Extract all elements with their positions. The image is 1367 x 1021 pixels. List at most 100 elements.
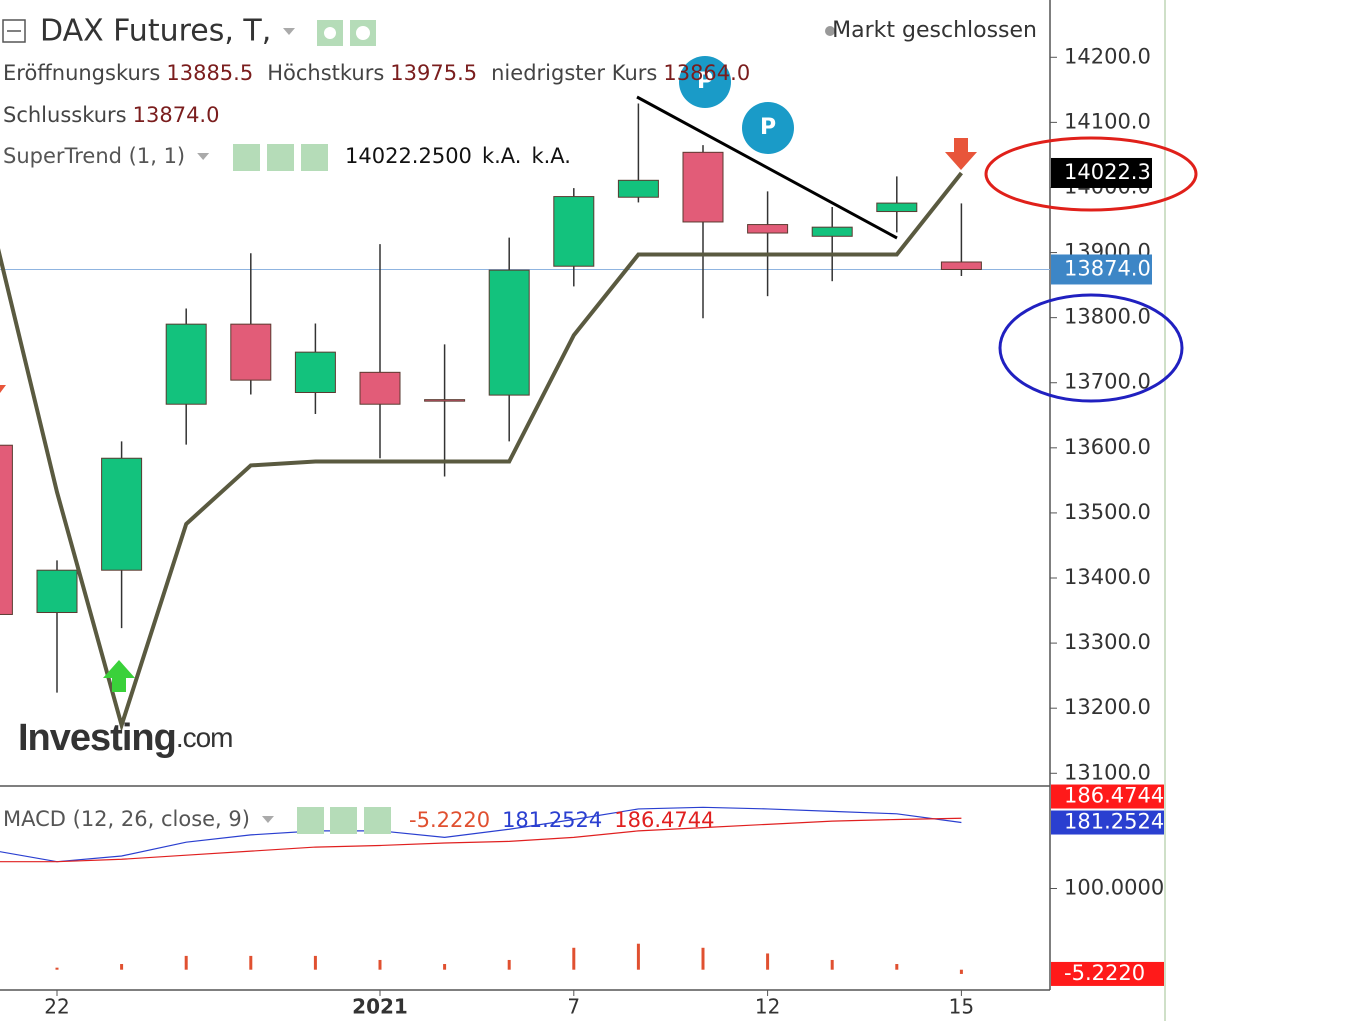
candle-body [682, 151, 724, 223]
candle-body [101, 457, 143, 571]
candle-body [165, 323, 207, 405]
legend-text: Eröffnungskurs [3, 61, 160, 85]
price-badge [1051, 157, 1152, 188]
sell-arrow [945, 138, 977, 170]
macd-legend-value: -5.2220 [409, 808, 490, 832]
y-tick-label: 13800.0 [1064, 305, 1151, 329]
indicator-icon[interactable] [301, 144, 328, 171]
y-tick-label: 13400.0 [1064, 565, 1151, 589]
histogram-bar [830, 959, 834, 970]
indicator-icon[interactable] [297, 807, 324, 834]
macd-badge-label: 186.4744 [1064, 784, 1164, 808]
candle-body [747, 224, 789, 234]
trend-line [636, 95, 898, 240]
candle-body [876, 202, 918, 213]
legend-text: 13975.5 [390, 61, 477, 85]
y-tick-label: 13200.0 [1064, 695, 1151, 719]
candle-body [811, 226, 853, 237]
legend-text: 14022.2500 [345, 144, 472, 168]
candle-body [36, 569, 78, 614]
histogram-bar [313, 955, 317, 970]
y-tick-label: 100.0000 [1064, 876, 1164, 900]
indicator-icon[interactable] [233, 144, 260, 171]
dropdown[interactable] [283, 28, 295, 35]
price-pane: P P Investing.com [0, 56, 1050, 759]
candle-body [940, 261, 982, 270]
macd-line [0, 806, 962, 863]
macd-badge-label: 181.2524 [1064, 810, 1164, 834]
legend-text: k.A. [482, 144, 522, 168]
x-tick-label: 15 [949, 995, 974, 1019]
legend-text: SuperTrend (1, 1) [3, 144, 185, 168]
macd-badge [1051, 810, 1164, 835]
y-tick-label: 13500.0 [1064, 500, 1151, 524]
x-tick-label: 12 [755, 995, 780, 1019]
x-tick-label: 22 [44, 995, 69, 1019]
legend-text: Höchstkurs [267, 61, 384, 85]
price-badge-label: 13874.0 [1064, 256, 1151, 280]
price-badge [1051, 254, 1152, 285]
eye-icon-dot [324, 27, 336, 39]
x-tick-label: 7 [567, 995, 580, 1019]
watermark-suffix: .com [176, 722, 233, 753]
legend-text: 13864.0 [663, 61, 750, 85]
candle-body [424, 399, 466, 402]
axes: 13100.0 13200.0 13300.0 13400.0 13500.0 13600… [44, 44, 1198, 1019]
legend-text: Schlusskurs [3, 103, 127, 127]
collapse-icon[interactable] [2, 19, 26, 43]
candle-body [553, 196, 595, 267]
candle-body [359, 371, 401, 405]
pivot-label: P [697, 69, 713, 94]
legend-text: niedrigster Kurs [491, 61, 657, 85]
dropdown[interactable] [261, 816, 274, 823]
macd-legend-value: 186.4744 [614, 808, 714, 832]
histogram-bar [507, 959, 511, 970]
pivot-badge [742, 102, 794, 154]
macd-legend-value: 181.2524 [502, 808, 602, 832]
y-tick-label: 14100.0 [1064, 109, 1151, 133]
macd-name: MACD (12, 26, close, 9) [3, 807, 250, 831]
dropdown[interactable] [197, 153, 210, 160]
candle-body [230, 323, 272, 381]
gear-icon-dot [356, 26, 370, 40]
histogram-bar [120, 964, 124, 970]
pivot-label: P [760, 115, 776, 140]
indicator-icon[interactable] [267, 144, 294, 171]
y-tick-label: 13700.0 [1064, 370, 1151, 394]
indicator-icon[interactable] [330, 807, 357, 834]
histogram-bar [443, 964, 447, 970]
candle-body [0, 444, 13, 615]
legend-text: 13874.0 [133, 103, 220, 127]
histogram-bar [766, 953, 770, 970]
histogram-bar [636, 943, 640, 970]
header: DAX Futures, T, Markt geschlossen Eröffn… [2, 14, 1037, 834]
candle-body [294, 351, 336, 394]
macd-badge-label: -5.2220 [1064, 961, 1145, 985]
histogram-bar [895, 964, 899, 970]
legend-text: k.A. [531, 144, 571, 168]
y-tick-label: 13600.0 [1064, 435, 1151, 459]
highlight-blue [998, 293, 1184, 403]
y-tick-label: 13100.0 [1064, 760, 1151, 784]
watermark: Investing.com [18, 717, 233, 759]
supertrend-line [0, 171, 963, 733]
chart-title: DAX Futures, T, [40, 14, 271, 49]
histogram-bar [701, 947, 705, 970]
price-badge-label: 14022.3 [1064, 160, 1151, 184]
legend-text: 13885.5 [166, 61, 253, 85]
histogram-bar [55, 967, 59, 970]
macd-line [0, 817, 962, 863]
watermark-main: Investing [18, 717, 176, 759]
indicator-icon[interactable] [364, 807, 391, 834]
status-dot [825, 26, 835, 36]
y-tick-label: 13300.0 [1064, 630, 1151, 654]
highlight-red [984, 136, 1198, 212]
candle-body [617, 179, 659, 198]
x-tick-label: 2021 [352, 995, 408, 1019]
histogram-bar [378, 959, 382, 970]
candle-body [488, 269, 530, 396]
buy-arrow [103, 660, 135, 692]
histogram-bar [572, 947, 576, 970]
sell-arrow-left [0, 385, 6, 393]
